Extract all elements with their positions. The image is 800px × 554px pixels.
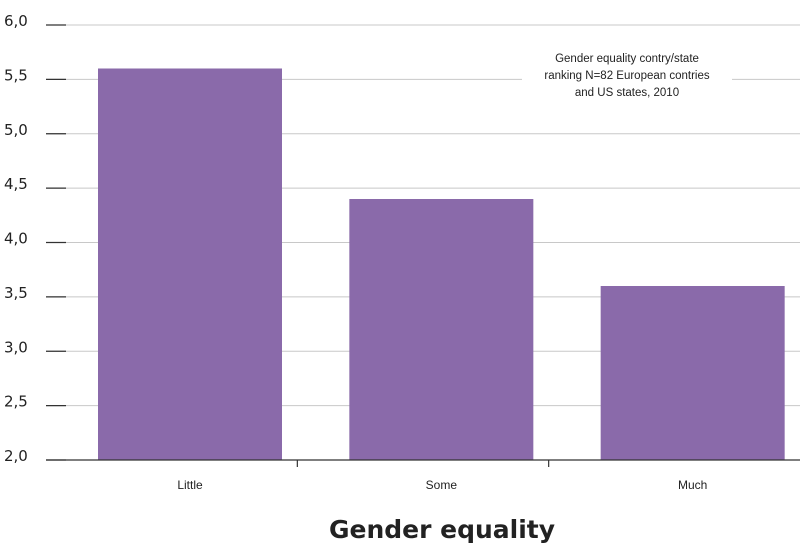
x-tick-label: Much <box>678 478 707 492</box>
bar-little <box>98 68 282 460</box>
y-tick-label: 3,5 <box>4 284 28 302</box>
bars <box>98 68 785 460</box>
bar-some <box>349 199 534 460</box>
y-tick-label: 6,0 <box>4 12 28 30</box>
y-tick-label: 4,0 <box>4 230 28 248</box>
y-tick-label: 2,0 <box>4 447 28 465</box>
x-tick-label: Little <box>177 478 203 492</box>
annotation-line-1: Gender equality contry/state <box>555 53 699 65</box>
x-tick-label: Some <box>426 478 458 492</box>
x-axis-title: Gender equality <box>329 515 555 544</box>
y-tick-label: 5,0 <box>4 121 28 139</box>
axes <box>46 24 800 467</box>
y-tick-label: 4,5 <box>4 175 28 193</box>
annotation-background <box>522 47 732 99</box>
annotation-box: Gender equality contry/state ranking N=8… <box>522 47 732 99</box>
bar-much <box>600 286 785 460</box>
annotation-line-2: ranking N=82 European contries <box>544 70 710 82</box>
y-tick-label: 5,5 <box>4 66 28 84</box>
tick-labels: 2,0 2,5 3,0 3,5 4,0 4,5 5,0 5,5 6,0 Little Some Muc… <box>4 12 707 492</box>
y-tick-label: 3,0 <box>4 338 28 356</box>
y-tick-label: 2,5 <box>4 393 28 411</box>
annotation-line-3: and US states, 2010 <box>575 87 679 99</box>
